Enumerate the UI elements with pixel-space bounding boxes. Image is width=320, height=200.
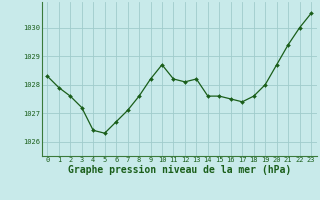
X-axis label: Graphe pression niveau de la mer (hPa): Graphe pression niveau de la mer (hPa) bbox=[68, 165, 291, 175]
